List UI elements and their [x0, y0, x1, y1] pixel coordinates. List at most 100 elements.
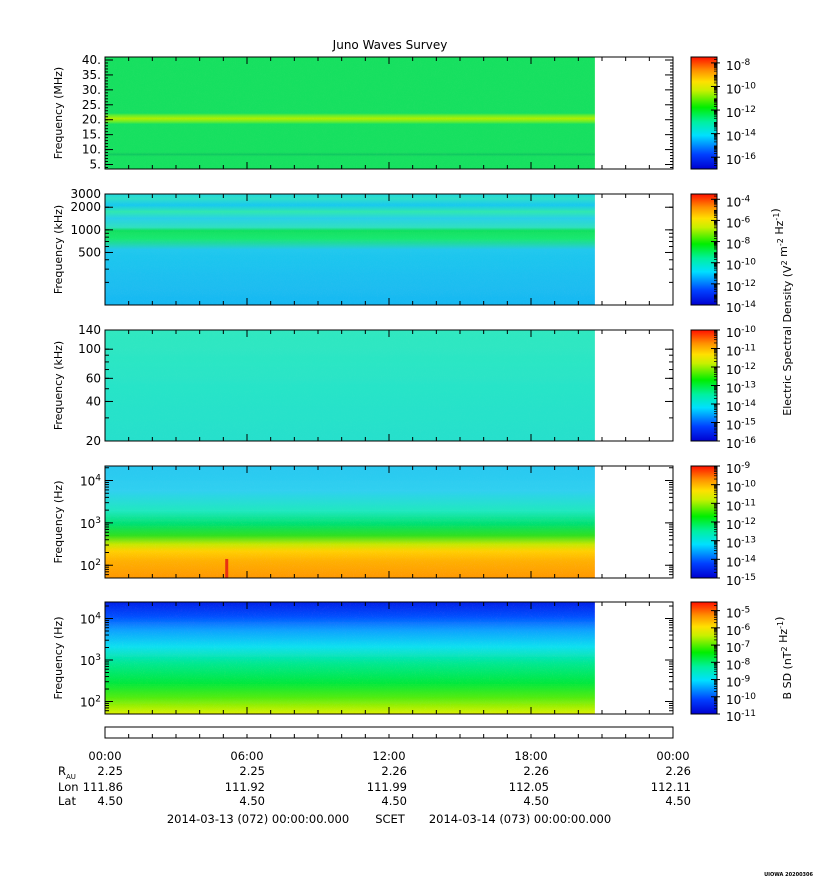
ephemeris-value: 112.05 — [509, 780, 549, 794]
colorbar-tick-label: 10-12 — [726, 362, 756, 377]
chart-title: Juno Waves Survey — [332, 38, 448, 52]
ephemeris-value: 112.11 — [651, 780, 691, 794]
panel-1: 40.35.30.25.20.15.10.5. Frequency (MHz) 10… — [52, 53, 756, 172]
ephemeris-value: 2.25 — [239, 764, 265, 778]
colorbar-tick-label: 10-8 — [726, 237, 751, 252]
y-tick-label: 30. — [82, 83, 101, 97]
colorbar-tick-label: 10-10 — [726, 325, 756, 340]
y-tick-label: 40 — [86, 394, 101, 408]
y-tick-label: 104 — [80, 612, 101, 627]
colorbar-tick-label: 10-9 — [726, 675, 751, 690]
y-axis-label: Frequency (Hz) — [52, 617, 65, 700]
colorbar-tick-label: 10-7 — [726, 640, 750, 655]
y-tick-label: 60 — [86, 371, 101, 385]
colorbar-tick-label: 10-12 — [726, 105, 756, 120]
ephemeris-value: 2.25 — [97, 764, 123, 778]
y-tick-label: 500 — [78, 245, 101, 259]
ephemeris-value: 111.86 — [83, 780, 123, 794]
y-axis-label: Frequency (kHz) — [52, 205, 65, 294]
y-axis-label: Frequency (kHz) — [52, 341, 65, 430]
colorbar-tick-label: 10-10 — [726, 692, 756, 707]
y-tick-label: 35. — [82, 68, 101, 82]
x-tick-label: 06:00 — [230, 749, 263, 763]
colorbar-gradient — [690, 193, 718, 306]
colorbar-tick-label: 10-4 — [726, 194, 751, 209]
intensity-spike — [225, 558, 229, 578]
colorbar: 10-9 10-10 10-11 10-12 10-13 10-14 10-15 — [690, 461, 756, 588]
colorbar-tick-label: 10-5 — [726, 606, 750, 621]
colorbar-tick-label: 10-14 — [726, 300, 756, 315]
y-axis-label: Frequency (Hz) — [52, 481, 65, 564]
colorbar-gradient — [690, 601, 718, 715]
y-tick-label: 25. — [82, 98, 101, 112]
colorbar-tick-label: 10-12 — [726, 517, 756, 532]
spectrogram-image — [105, 602, 595, 714]
colorbar-label: B SD (nT2 Hz-1) — [773, 617, 794, 700]
colorbar: 10-5 10-6 10-7 10-8 10-9 10-10 10-11 B SD (nT2 … — [690, 601, 794, 724]
ephemeris-label: RAU — [58, 764, 76, 781]
colorbar-tick-label: 10-9 — [726, 461, 751, 476]
colorbar-tick-label: 10-6 — [726, 215, 751, 230]
y-tick-label: 103 — [80, 653, 101, 668]
colorbar-tick-label: 10-14 — [726, 399, 756, 414]
ephemeris-label: Lat — [58, 794, 76, 808]
processing-stamp: UIOWA 20200306 — [764, 872, 813, 878]
colorbar-tick-label: 10-8 — [726, 58, 751, 73]
ephemeris-value: 2.26 — [523, 764, 549, 778]
spectrogram-image — [105, 466, 595, 578]
y-tick-label: 102 — [80, 695, 101, 710]
y-tick-label: 5. — [90, 158, 101, 172]
ephemeris-value: 4.50 — [239, 794, 265, 808]
colorbar-tick-label: 10-11 — [726, 709, 756, 724]
y-tick-label: 103 — [80, 516, 101, 531]
colorbar-tick-label: 10-10 — [726, 258, 756, 273]
y-tick-label: 100 — [78, 342, 101, 356]
colorbar: 10-4 10-6 10-8 10-10 10-12 10-14 — [690, 193, 756, 315]
spectrogram-image — [105, 330, 595, 441]
colorbar-tick-label: 10-11 — [726, 498, 756, 513]
ephemeris-value: 4.50 — [523, 794, 549, 808]
colorbar-tick-label: 10-15 — [726, 418, 756, 433]
y-tick-label: 40. — [82, 53, 101, 67]
colorbar-tick-label: 10-6 — [726, 623, 751, 638]
figure-footer: 00:00 06:00 12:00 18:00 00:00 RAU 2.25 2.25 2.26… — [58, 749, 691, 826]
colorbar-tick-label: 10-12 — [726, 279, 756, 294]
colorbar-gradient — [690, 56, 718, 170]
ephemeris-value: 2.26 — [381, 764, 407, 778]
start-time-label: 2014-03-13 (072) 00:00:00.000 — [167, 812, 349, 826]
x-tick-label: 00:00 — [88, 749, 121, 763]
spectrogram-image — [105, 194, 595, 305]
y-tick-label: 20. — [82, 113, 101, 127]
ephemeris-value: 4.50 — [97, 794, 123, 808]
colorbar-label: Electric Spectral Density (V2 m-2 Hz-1) — [769, 208, 794, 415]
y-tick-label: 140 — [78, 323, 101, 337]
colorbar-tick-label: 10-13 — [726, 536, 756, 551]
colorbar-tick-label: 10-16 — [726, 436, 756, 451]
y-tick-label: 3000 — [70, 187, 101, 201]
x-tick-label: 00:00 — [656, 749, 689, 763]
end-time-label: 2014-03-14 (073) 00:00:00.000 — [429, 812, 611, 826]
ephemeris-value: 2.26 — [665, 764, 691, 778]
colorbar-tick-label: 10-10 — [726, 81, 756, 96]
y-tick-label: 104 — [80, 474, 101, 489]
ephemeris-label: Lon — [58, 780, 79, 794]
x-tick-label: 12:00 — [372, 749, 405, 763]
y-tick-label: 20 — [86, 434, 101, 448]
ephemeris-value: 4.50 — [665, 794, 691, 808]
colorbar: 10-8 10-10 10-12 10-14 10-16 — [690, 56, 756, 170]
y-axis-label: Frequency (MHz) — [52, 67, 65, 159]
colorbar: 10-10 10-11 10-12 10-13 10-14 10-15 10-16 Elect… — [690, 208, 794, 451]
y-tick-label: 2000 — [70, 200, 101, 214]
y-tick-label: 102 — [80, 558, 101, 573]
time-system-label: SCET — [375, 812, 406, 826]
spectrogram-panels: 40.35.30.25.20.15.10.5. Frequency (MHz) 10… — [52, 53, 794, 724]
colorbar-tick-label: 10-8 — [726, 657, 751, 672]
ephemeris-value: 4.50 — [381, 794, 407, 808]
time-axis — [104, 726, 674, 739]
y-tick-label: 10. — [82, 143, 101, 157]
